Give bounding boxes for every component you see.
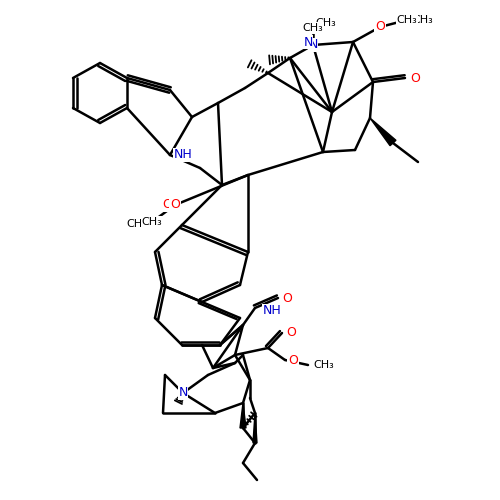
Text: N: N xyxy=(308,38,318,52)
Text: CH₃: CH₃ xyxy=(315,18,336,28)
Polygon shape xyxy=(240,403,246,428)
Text: N: N xyxy=(304,36,312,49)
Text: CH₃: CH₃ xyxy=(142,217,163,227)
Text: NH: NH xyxy=(263,304,282,318)
Text: CH₃: CH₃ xyxy=(126,219,147,229)
Text: O: O xyxy=(282,292,292,304)
Polygon shape xyxy=(370,118,396,146)
Text: O: O xyxy=(286,326,296,340)
Text: CH₃: CH₃ xyxy=(313,360,334,370)
Text: O: O xyxy=(162,198,172,211)
Text: N: N xyxy=(178,386,188,400)
Text: CH₃: CH₃ xyxy=(396,15,417,25)
Text: NH: NH xyxy=(174,148,193,162)
Text: O: O xyxy=(375,20,385,34)
Polygon shape xyxy=(253,413,257,443)
Text: O: O xyxy=(288,354,298,366)
Text: O: O xyxy=(170,198,180,211)
Text: CH₃: CH₃ xyxy=(412,15,433,25)
Text: CH₃: CH₃ xyxy=(302,23,324,33)
Text: O: O xyxy=(375,20,385,34)
Text: O: O xyxy=(410,72,420,85)
